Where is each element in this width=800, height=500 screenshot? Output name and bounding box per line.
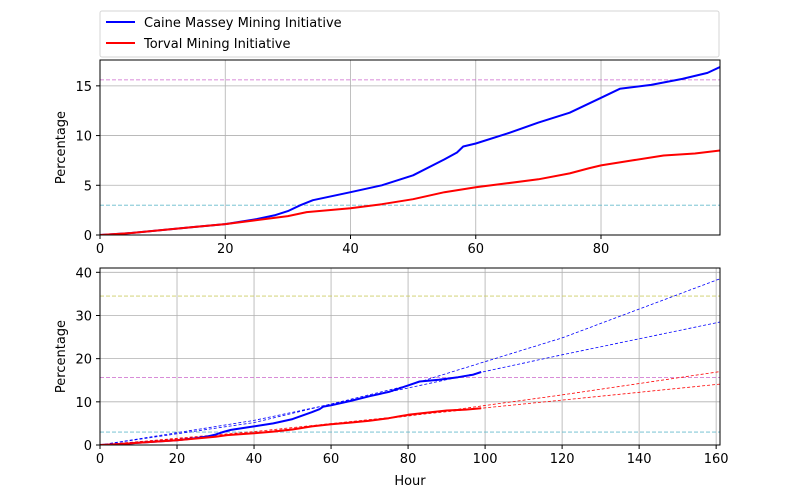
legend-label-caine: Caine Massey Mining Initiative [144,16,342,31]
y-tick-label: 20 [75,353,92,368]
series-line-caine [100,371,482,445]
y-tick-label: 40 [75,266,92,281]
x-tick-label: 40 [342,242,359,257]
x-tick-label: 80 [593,242,610,257]
projection-line [100,383,720,445]
chart-panel-top: 0 20 40 60 80 0 5 10 15 Percentage [54,59,721,257]
y-axis-label: Percentage [54,320,69,393]
x-tick-label: 120 [550,452,575,467]
x-tick-label: 160 [704,452,729,467]
y-tick-label: 0 [84,229,92,244]
y-tick-label: 30 [75,309,92,324]
x-tick-label: 140 [627,452,652,467]
x-tick-label: 0 [96,452,104,467]
y-tick-label: 10 [75,130,92,145]
y-axis-label: Percentage [54,111,69,184]
plot-area [100,278,720,445]
x-tick-label: 60 [467,242,484,257]
series-line-torval [100,149,720,235]
x-tick-label: 100 [473,452,498,467]
x-tick-label: 20 [169,452,186,467]
y-tick-label: 0 [84,439,92,454]
projection-line [100,321,720,445]
plot-area [100,66,720,235]
y-tick-label: 10 [75,396,92,411]
legend: Caine Massey Mining Initiative Torval Mi… [99,10,720,58]
x-tick-label: 40 [246,452,263,467]
series-line-torval [100,407,482,445]
projection-line [100,278,720,445]
chart-panel-bottom: 0 20 40 60 80 100 120 140 160 0 10 20 30 40 Percentage… [54,266,729,489]
legend-label-torval: Torval Mining Initiative [143,37,291,52]
x-axis-label: Hour [394,474,426,489]
projection-line [100,371,720,445]
x-tick-label: 20 [217,242,234,257]
y-tick-label: 15 [75,80,92,95]
x-tick-label: 60 [323,452,340,467]
x-tick-label: 0 [96,242,104,257]
axes-frame [99,267,721,446]
x-tick-label: 80 [400,452,417,467]
y-tick-label: 5 [84,179,92,194]
series-line-caine [100,66,720,235]
legend-frame [99,10,720,58]
axes-frame [99,59,721,236]
